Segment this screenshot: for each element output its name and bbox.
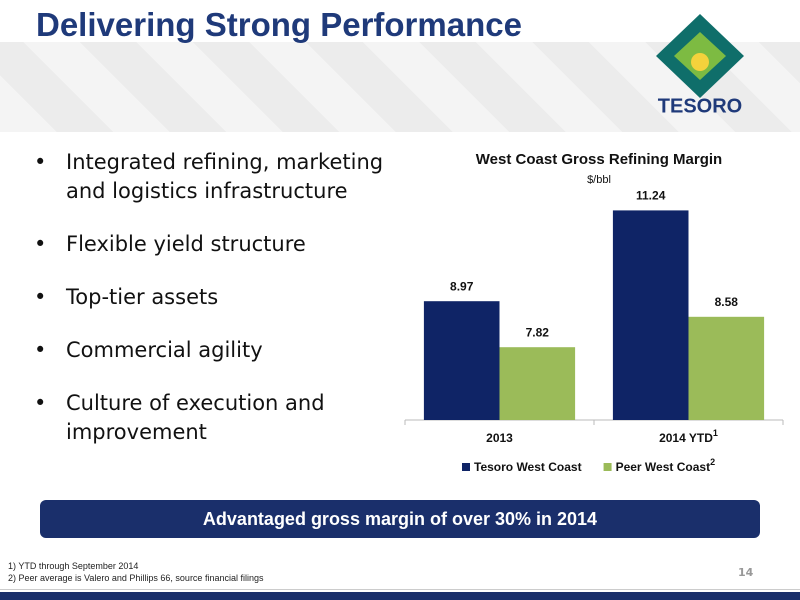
legend-swatch <box>462 463 470 471</box>
x-tick-text: 2013 <box>486 431 513 445</box>
x-tick-text: 2014 YTD <box>659 431 713 445</box>
bullet-item: Flexible yield structure <box>30 230 400 259</box>
chart-subtitle: $/bbl <box>587 174 611 186</box>
footnote: 1) YTD through September 2014 <box>8 561 139 571</box>
footer-rule <box>0 589 800 590</box>
data-label: 8.97 <box>450 279 474 293</box>
legend-superscript: 2 <box>710 457 715 467</box>
bar <box>423 301 500 420</box>
footer-bar <box>0 592 800 600</box>
bullet-item: Commercial agility <box>30 336 400 365</box>
logo-sun <box>691 53 709 71</box>
data-label: 8.58 <box>715 295 739 309</box>
data-label: 11.24 <box>636 189 666 203</box>
bar <box>688 316 765 420</box>
chart: West Coast Gross Refining Margin $/bbl 8… <box>404 151 784 474</box>
page-number: 14 <box>738 566 754 579</box>
legend-swatch <box>603 463 612 471</box>
x-tick-label: 2014 YTD1 <box>659 428 718 445</box>
bullet-item: Culture of execution and improvement <box>30 389 400 447</box>
logo: TESORO <box>656 14 744 117</box>
bullet-item: Integrated refining, marketing and logis… <box>30 148 400 206</box>
legend-text: Tesoro West Coast <box>474 460 582 474</box>
x-tick-superscript: 1 <box>713 428 718 438</box>
bullet-item: Top-tier assets <box>30 283 400 312</box>
chart-title: West Coast Gross Refining Margin <box>476 151 722 168</box>
banner: Advantaged gross margin of over 30% in 2… <box>40 500 760 538</box>
legend-label: Peer West Coast2 <box>616 457 716 474</box>
slide-title: Delivering Strong Performance <box>36 6 522 43</box>
logo-text: TESORO <box>658 95 742 117</box>
bullet-list: Integrated refining, marketing and logis… <box>30 148 400 471</box>
bar <box>612 210 689 420</box>
footnote: 2) Peer average is Valero and Phillips 6… <box>8 573 264 583</box>
legend-label: Tesoro West Coast <box>474 460 582 474</box>
x-tick-label: 2013 <box>486 431 513 445</box>
data-label: 7.82 <box>526 325 550 339</box>
bar <box>499 347 576 420</box>
footnotes: 1) YTD through September 2014 2) Peer ave… <box>8 560 263 584</box>
legend-text: Peer West Coast <box>616 460 710 474</box>
